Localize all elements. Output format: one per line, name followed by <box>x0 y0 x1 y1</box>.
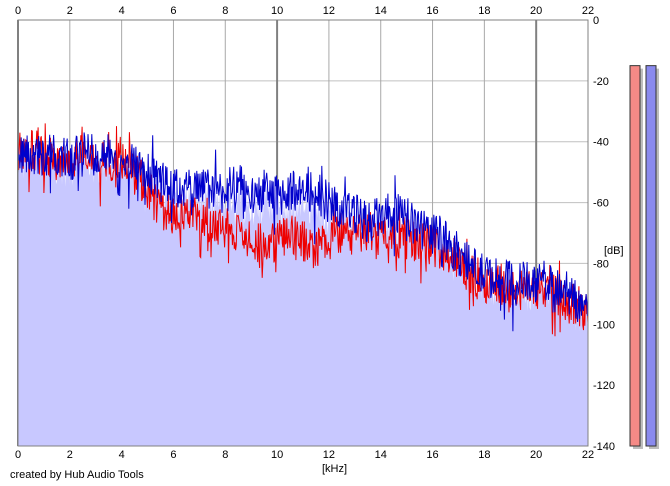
plot-frame <box>17 19 589 447</box>
y-tick-label: -60 <box>593 198 609 210</box>
x-tick-label-bottom: 16 <box>426 449 438 461</box>
x-tick-label-top: 8 <box>222 5 228 17</box>
spectrum-fill-area <box>18 135 588 446</box>
x-tick-label-top: 14 <box>375 5 387 17</box>
x-tick-label-top: 12 <box>323 5 335 17</box>
x-tick-label-bottom: 12 <box>323 449 335 461</box>
level-meters <box>629 65 659 450</box>
x-tick-label-bottom: 22 <box>582 449 594 461</box>
x-tick-label-bottom: 6 <box>170 449 176 461</box>
x-tick-label-top: 18 <box>478 5 490 17</box>
x-tick-label-bottom: 10 <box>271 449 283 461</box>
x-tick-label-top: 6 <box>170 5 176 17</box>
x-tick-label-top: 10 <box>271 5 283 17</box>
y-tick-label: -140 <box>593 441 615 453</box>
y-tick-label: -120 <box>593 380 615 392</box>
x-tick-label-bottom: 0 <box>15 449 21 461</box>
x-tick-label-top: 16 <box>426 5 438 17</box>
y-tick-label: 0 <box>593 15 599 27</box>
y-tick-label: -100 <box>593 319 615 331</box>
x-tick-label-bottom: 20 <box>530 449 542 461</box>
x-tick-label-top: 20 <box>530 5 542 17</box>
y-axis-label: [dB] <box>604 245 624 257</box>
level-meter-bar <box>629 65 641 447</box>
y-tick-label: -40 <box>593 137 609 149</box>
x-tick-label-bottom: 4 <box>119 449 125 461</box>
x-tick-label-bottom: 2 <box>67 449 73 461</box>
x-tick-label-top: 2 <box>67 5 73 17</box>
y-tick-labels: 0 -20 -40 -60 -80 -100 -120 -140 <box>593 15 615 453</box>
top-tick-labels: 0 2 4 6 8 10 12 14 16 18 20 22 <box>15 5 594 17</box>
level-meter-bar <box>645 65 657 447</box>
x-tick-label-bottom: 14 <box>375 449 387 461</box>
x-tick-label-top: 4 <box>119 5 125 17</box>
y-tick-label: -80 <box>593 258 609 270</box>
footer-credit: created by Hub Audio Tools <box>10 469 144 481</box>
x-tick-label-bottom: 18 <box>478 449 490 461</box>
y-tick-label: -20 <box>593 76 609 88</box>
x-tick-label-top: 0 <box>15 5 21 17</box>
x-tick-label-bottom: 8 <box>222 449 228 461</box>
x-tick-label-top: 22 <box>582 5 594 17</box>
x-axis-label: [kHz] <box>322 463 347 475</box>
series-line-blue <box>17 132 589 332</box>
bottom-tick-labels: 0 2 4 6 8 10 12 14 16 18 20 22 <box>15 449 594 461</box>
